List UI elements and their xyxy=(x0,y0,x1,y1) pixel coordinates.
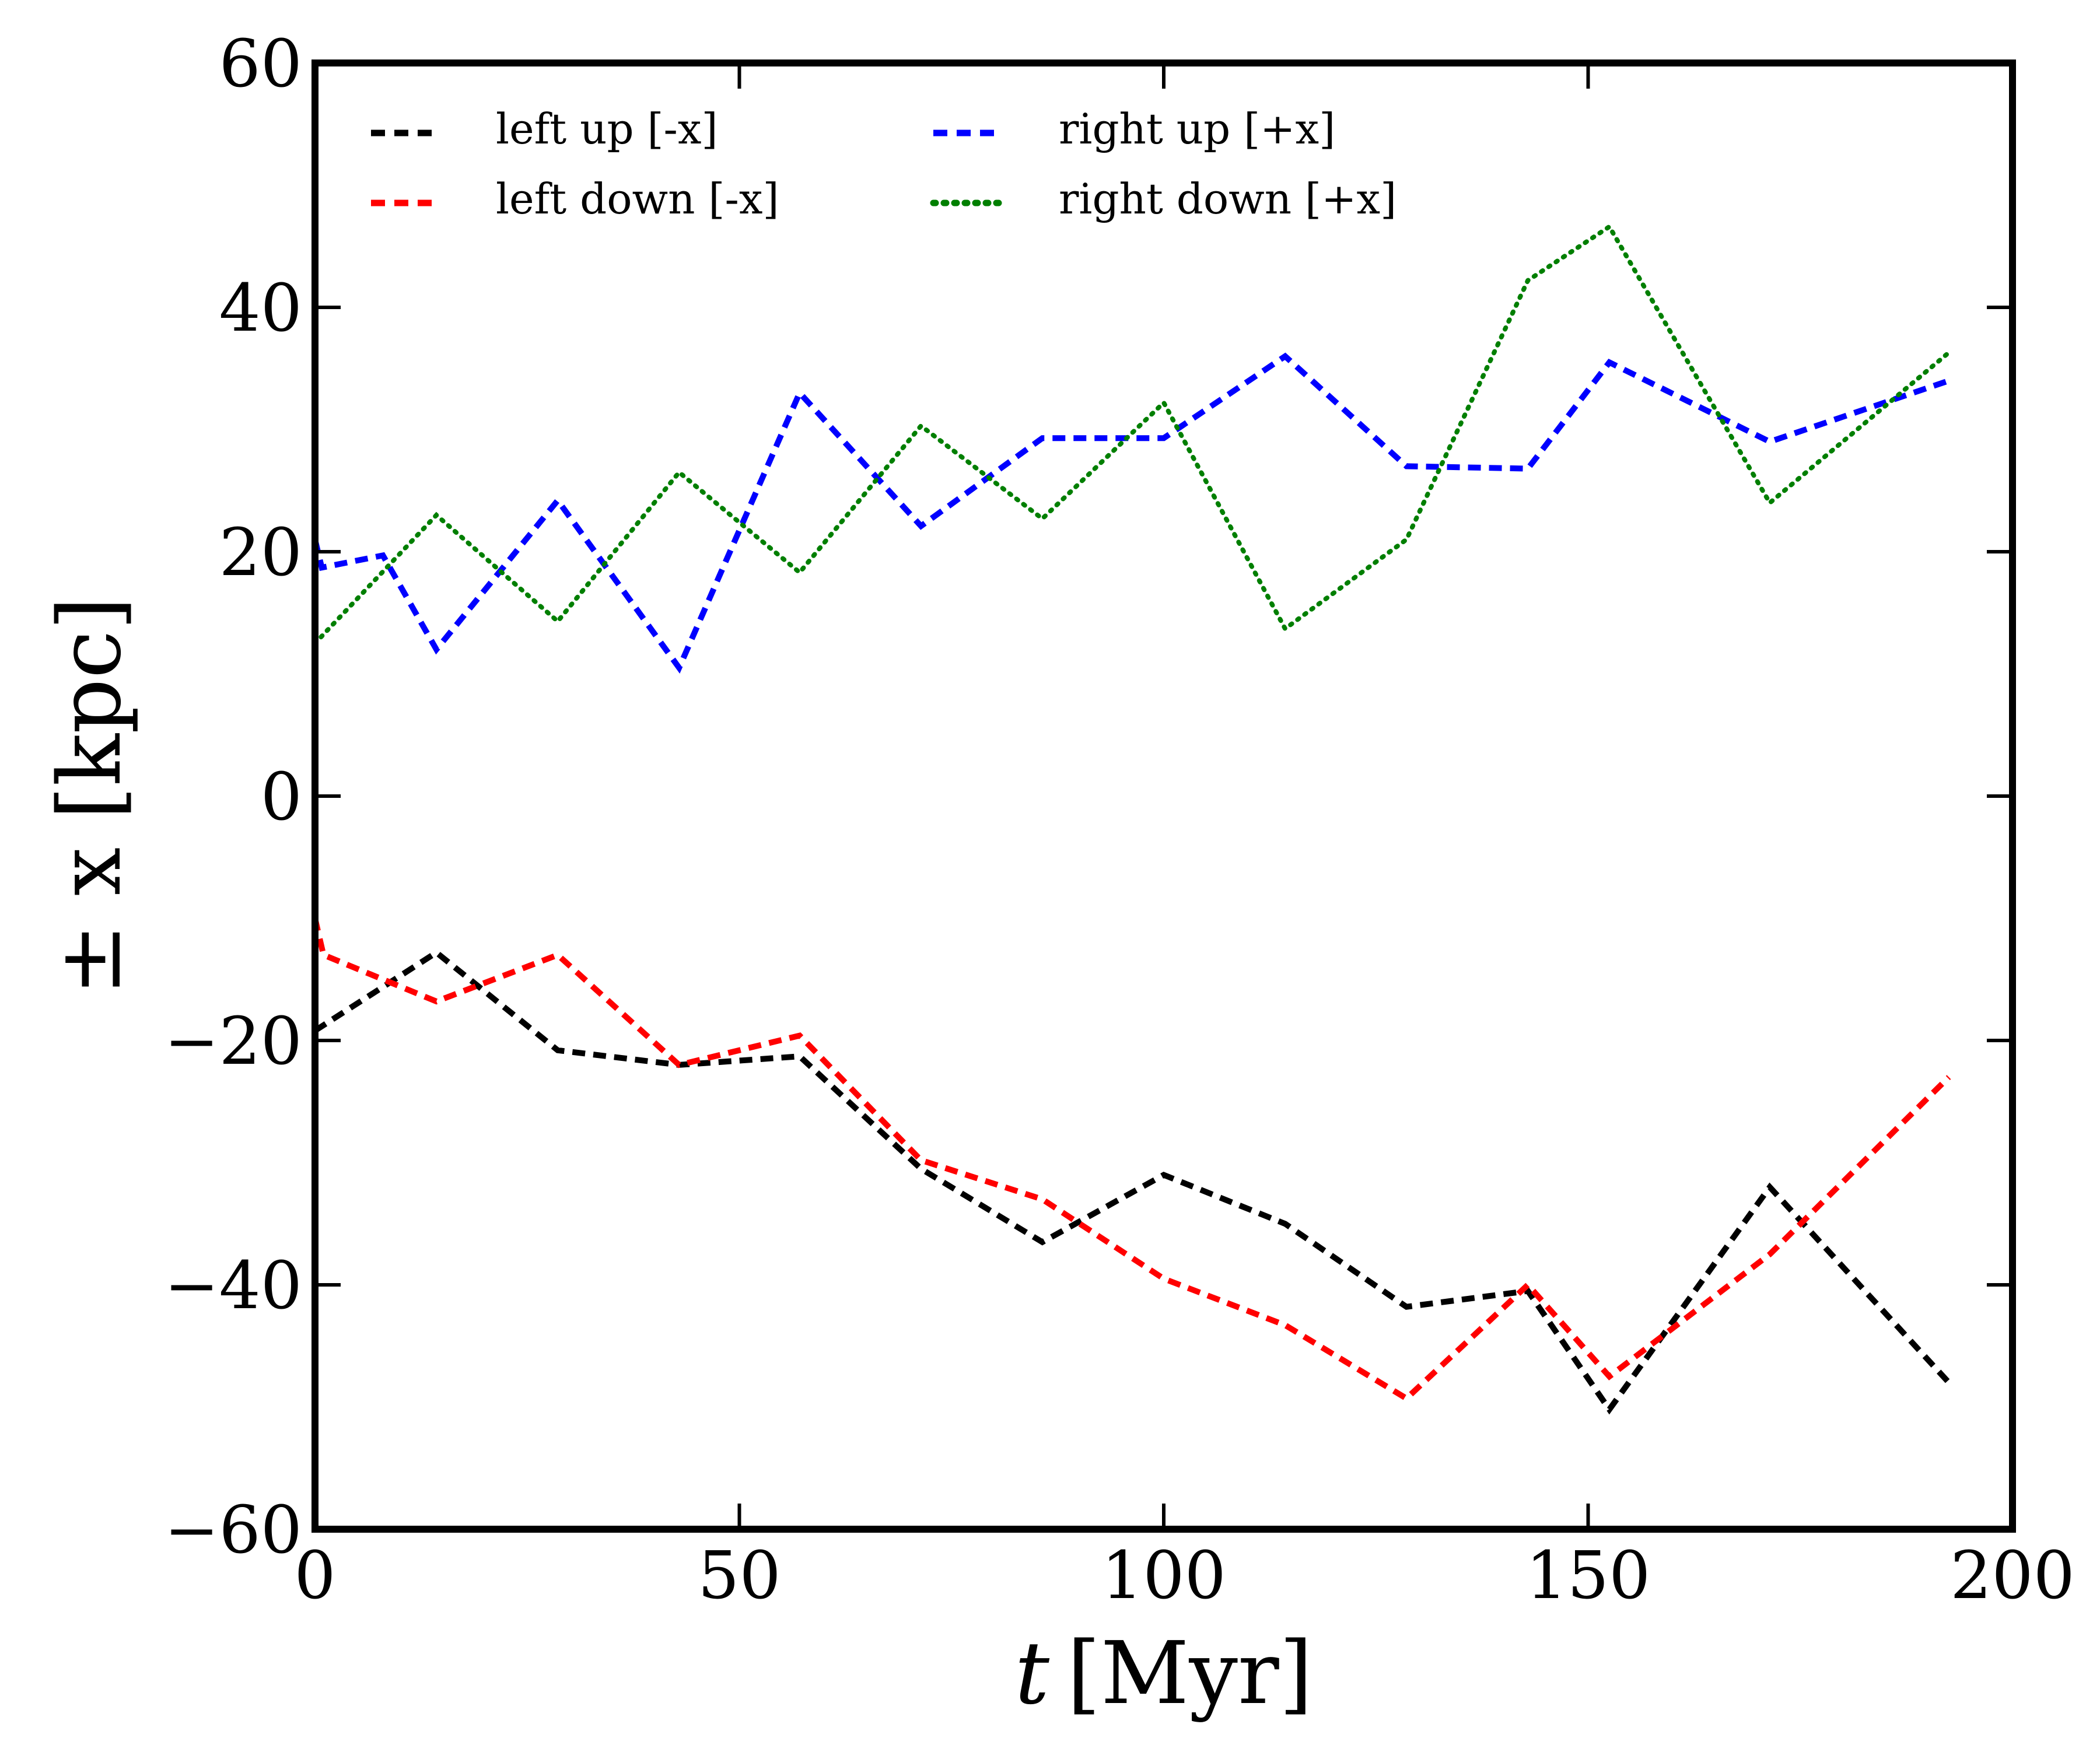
ticks-layer xyxy=(313,61,2014,1531)
plot-frame xyxy=(312,59,2016,1533)
legend-label-left-down: left down [-x] xyxy=(496,174,779,223)
y-tick-label: 60 xyxy=(219,26,302,102)
x-tick-label: 100 xyxy=(1101,1538,1226,1614)
x-axis-label: t [Myr] xyxy=(1015,1623,1313,1723)
x-tick-label: 200 xyxy=(1950,1538,2075,1614)
y-tick-label: 40 xyxy=(219,271,302,346)
legend-label-right-down: right down [+x] xyxy=(1059,174,1396,223)
series-line-right-down-x xyxy=(313,223,1951,646)
series-layer xyxy=(312,223,1951,1415)
series-line-right-up-x xyxy=(312,352,1950,674)
x-axis-unit: [Myr] xyxy=(1067,1623,1312,1723)
y-tick-label: 0 xyxy=(261,759,302,835)
legend: left up [-x] left down [-x] right up [+x… xyxy=(371,104,1396,223)
legend-label-left-up: left up [-x] xyxy=(496,104,718,153)
x-axis-variable: t xyxy=(1015,1623,1050,1723)
legend-label-right-up: right up [+x] xyxy=(1059,104,1335,153)
x-tick-label: 50 xyxy=(698,1538,781,1614)
x-tick-label: 150 xyxy=(1526,1538,1651,1614)
series-line-left-down-x xyxy=(312,917,1951,1403)
y-axis-label: ± x [kpc] xyxy=(40,597,140,996)
y-tick-label: −20 xyxy=(164,1004,302,1080)
tick-labels: 0 50 100 150 200 −60 −40 −20 0 20 40 60 xyxy=(164,26,2075,1614)
y-tick-label: −40 xyxy=(164,1248,302,1324)
series-line-left-up-x xyxy=(313,949,1951,1415)
x-tick-label: 0 xyxy=(294,1538,335,1614)
y-tick-label: −60 xyxy=(164,1492,302,1568)
y-tick-label: 20 xyxy=(219,515,302,591)
